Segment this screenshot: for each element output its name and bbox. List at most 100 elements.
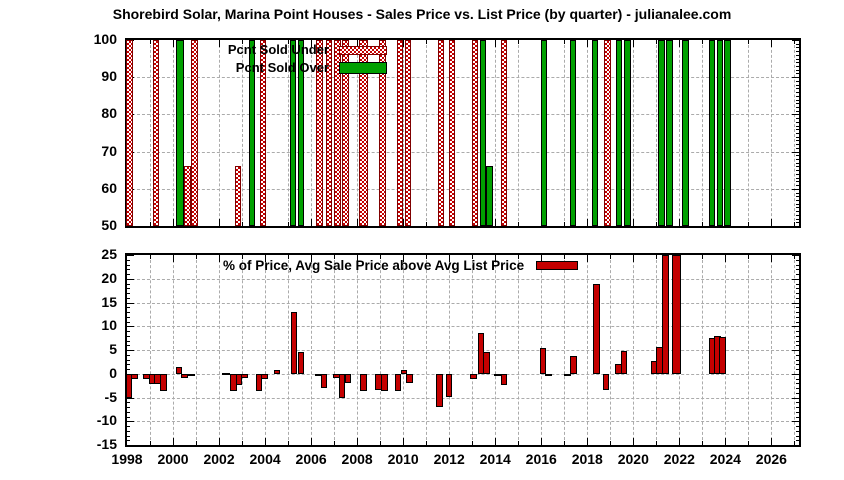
x-tick [679,219,681,226]
y-tick [796,118,799,120]
bar-pcnt-sold-under [500,40,508,226]
x-tick [633,438,635,445]
y-tick [792,255,799,256]
y-tick [796,84,799,86]
y-tick [127,278,134,280]
x-tick [150,222,151,226]
x-tick [748,40,750,44]
x-tick [242,222,244,226]
bar-pcnt-sold-over [708,40,716,226]
x-tick [541,438,543,445]
x-tick [380,441,382,445]
x-tick [794,441,796,445]
bar-price-diff-pct [241,373,248,379]
y-tick [127,283,130,285]
y-tick [127,440,130,442]
x-tick [357,40,359,47]
y-tick [796,392,799,394]
y-tick [796,407,799,408]
y-tick [127,288,130,290]
y-tick [796,207,799,209]
x-tick [656,222,658,226]
y-tick [796,388,799,389]
y-tick [796,88,799,90]
y-tick [796,66,799,68]
bar-pcnt-sold-over [716,40,724,226]
bar-pcnt-sold-under [260,40,267,226]
gridline-vertical [242,40,244,226]
gridline-vertical [771,40,773,226]
y-tick [796,177,799,179]
x-tick [541,255,543,262]
x-tick-label: 2010 [387,451,419,467]
y-tick [127,259,130,261]
y-tick-label: 50 [101,217,117,233]
y-tick-label: -15 [96,436,117,452]
y-tick [796,140,799,142]
y-tick [127,445,134,446]
legend-swatch-sold-over [339,62,387,74]
x-tick [633,255,635,262]
gridline-vertical [518,40,520,226]
bar-pcnt-sold-under [379,40,386,226]
gridline-vertical [587,40,589,226]
y-tick [796,80,799,82]
x-tick [403,438,405,445]
y-tick-label: 60 [101,179,117,196]
x-tick [564,40,566,44]
y-tick [127,335,130,337]
gridline-vertical [564,40,566,226]
legend-row-sold-under: Pcnt Sold Under [149,42,387,58]
y-tick [796,402,799,404]
bar-price-diff-pct [436,373,443,408]
y-tick [796,426,799,427]
y-tick [796,435,799,437]
y-tick [796,411,799,413]
y-tick [127,421,134,423]
y-tick [127,350,134,351]
x-tick [357,219,359,226]
gridline-horizontal [127,77,799,79]
bar-price-diff-pct [545,373,552,376]
y-tick [127,369,130,370]
x-tick [633,219,635,226]
x-tick [610,222,612,226]
x-tick [495,40,497,47]
y-tick-label: 25 [101,246,117,262]
x-tick [564,222,566,226]
bar-price-diff-pct [719,336,726,374]
y-tick [796,155,799,157]
bar-price-diff-pct [406,373,413,384]
x-tick [219,438,221,445]
gridline-vertical [633,40,635,226]
x-tick [426,222,428,226]
x-tick [587,255,589,262]
y-tick [127,255,134,256]
x-tick [288,441,290,445]
gridline-horizontal [127,278,799,280]
y-tick [796,288,799,290]
gridline-horizontal [127,421,799,423]
x-tick [334,255,336,259]
x-tick [587,438,589,445]
y-tick [127,321,130,323]
bar-pcnt-sold-under [396,40,404,226]
legend-label-price-diff: % of Price, Avg Sale Price above Avg Lis… [223,258,525,273]
y-tick [796,269,799,271]
x-tick [794,40,796,44]
x-tick [748,255,750,259]
y-tick [796,125,799,127]
bar-price-diff-pct [494,373,501,376]
y-tick-label: 80 [101,105,117,122]
x-tick [610,255,612,259]
y-tick [796,222,799,224]
y-tick [127,345,130,347]
legend-swatch-sold-under [339,45,387,55]
gridline-horizontal [127,397,799,399]
bar-price-diff-pct [470,373,477,379]
bar-price-diff-pct [570,356,577,374]
gridline-vertical [679,40,681,226]
bar-pcnt-sold-under [359,40,368,226]
bar-pcnt-sold-over [175,40,184,226]
